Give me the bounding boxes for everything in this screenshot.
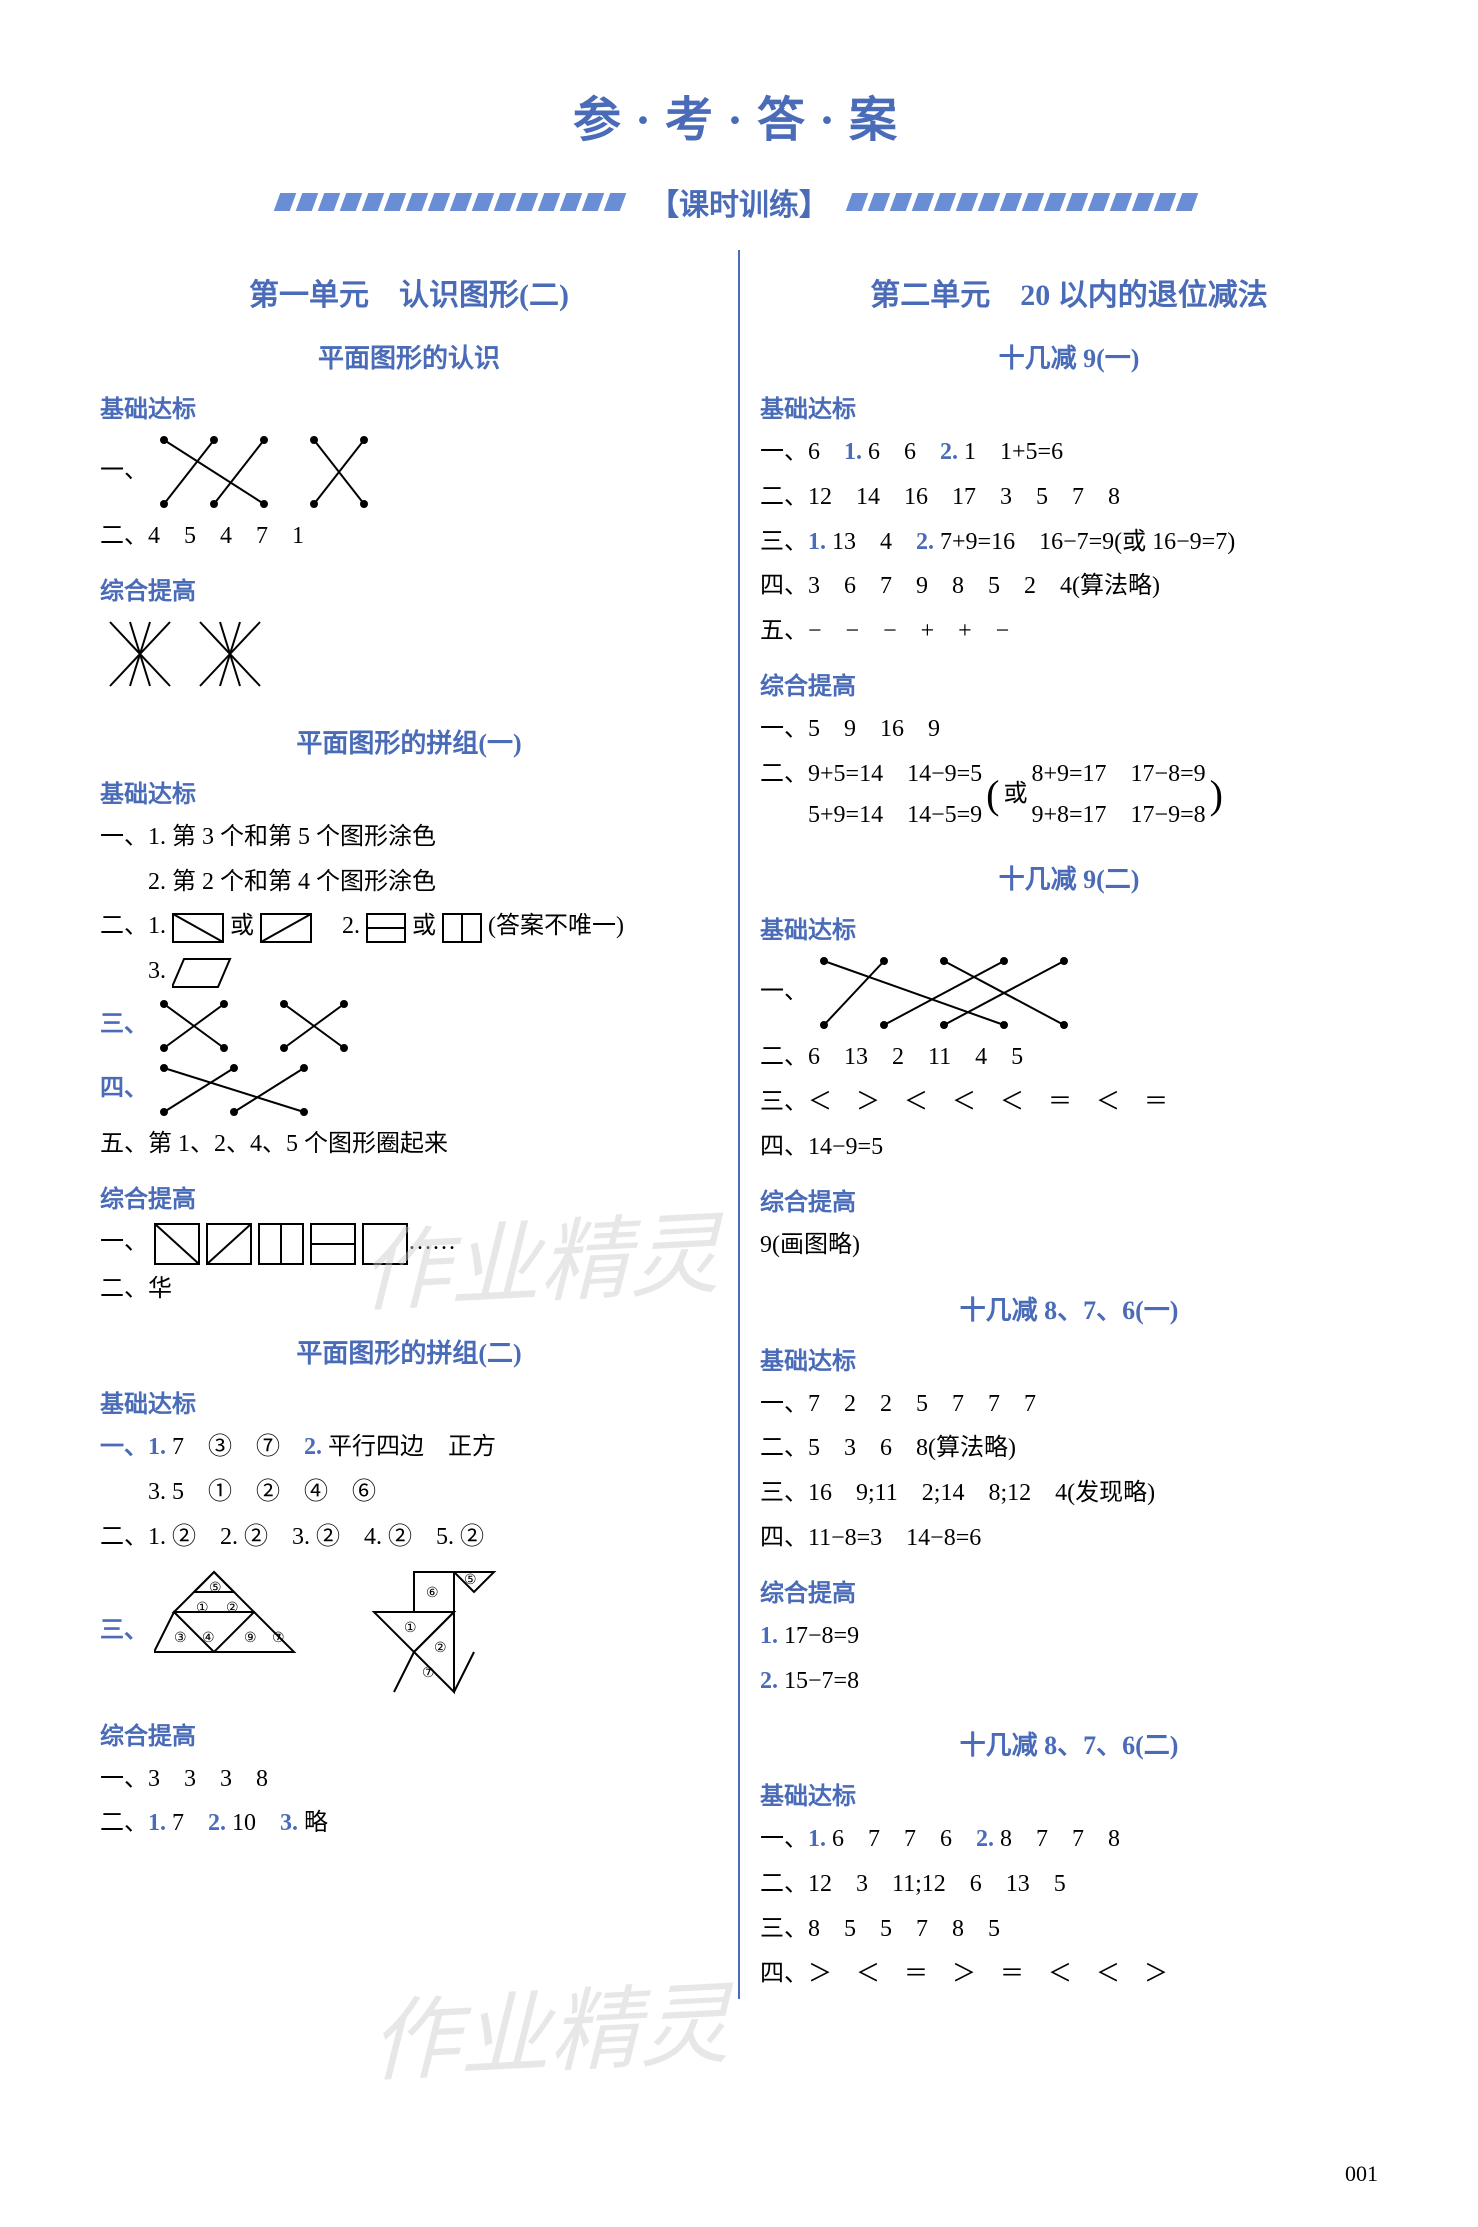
comp-label: 综合提高 xyxy=(100,571,718,606)
answer-line: 四、11−8=3 14−8=6 xyxy=(760,1518,1378,1559)
matching-diagram-icon xyxy=(154,458,394,484)
svg-text:①: ① xyxy=(404,1621,417,1636)
sub-title: 十几减 8、7、6(二) xyxy=(760,1725,1378,1762)
answer-line: 2. 第 2 个和第 4 个图形涂色 xyxy=(100,862,718,903)
shape-row-icon xyxy=(154,1222,408,1264)
comp-label: 综合提高 xyxy=(760,666,1378,701)
stripe-right xyxy=(849,193,1201,211)
comp-label: 综合提高 xyxy=(100,1179,718,1214)
svg-text:⑦: ⑦ xyxy=(422,1666,435,1681)
basic-label: 基础达标 xyxy=(760,389,1378,424)
basic-label: 基础达标 xyxy=(100,1384,718,1419)
sub-title: 十几减 9(二) xyxy=(760,859,1378,896)
rect-vert-icon xyxy=(442,913,482,943)
answer-line: 三、 ⑤ ① ② ③ ④ ⑨ ⑦ xyxy=(100,1562,718,1702)
answer-line: 二、1. 7 2. 10 3. 略 xyxy=(100,1803,718,1844)
basic-label: 基础达标 xyxy=(100,774,718,809)
answer-line: 一、5 9 16 9 xyxy=(760,709,1378,750)
svg-text:③: ③ xyxy=(174,1631,187,1646)
basic-label: 基础达标 xyxy=(760,1341,1378,1376)
answer-line: 一、1. 第 3 个和第 5 个图形涂色 xyxy=(100,817,718,858)
page-number: 001 xyxy=(1345,2161,1378,2187)
answer-line: 三、 xyxy=(100,996,718,1056)
basic-label: 基础达标 xyxy=(100,389,718,424)
answer-line: 一、 xyxy=(100,432,718,512)
stripe-left xyxy=(277,193,629,211)
sub-title: 平面图形的认识 xyxy=(100,338,718,375)
svg-text:⑤: ⑤ xyxy=(209,1581,222,1596)
answer-line: 2. 15−7=8 xyxy=(760,1661,1378,1702)
matching-diagram-icon xyxy=(154,996,374,1056)
answer-line: 一、3 3 3 8 xyxy=(100,1759,718,1800)
svg-text:⑥: ⑥ xyxy=(426,1586,439,1601)
comp-label: 综合提高 xyxy=(100,1716,718,1751)
answer-line: 二、4 5 4 7 1 xyxy=(100,516,718,557)
banner-label: 【课时训练】 xyxy=(649,180,829,224)
content-columns: 第一单元 认识图形(二) 平面图形的认识 基础达标 一、 二、4 5 4 7 1… xyxy=(80,250,1398,1999)
left-column: 第一单元 认识图形(二) 平面图形的认识 基础达标 一、 二、4 5 4 7 1… xyxy=(80,250,740,1999)
sub-title: 平面图形的拼组(一) xyxy=(100,723,718,760)
answer-line: 二、5 3 6 8(算法略) xyxy=(760,1428,1378,1469)
answer-line: 一、 …… xyxy=(100,1222,718,1265)
answer-line: 三、1. 13 4 2. 7+9=16 16−7=9(或 16−9=7) xyxy=(760,522,1378,563)
answer-line: 一、1. 7 ③ ⑦ 2. 平行四边 正方 xyxy=(100,1427,718,1468)
answer-line: 四、3 6 7 9 8 5 2 4(算法略) xyxy=(760,566,1378,607)
unit-title-right: 第二单元 20 以内的退位减法 xyxy=(760,270,1378,314)
matching-diagram-icon xyxy=(154,1060,334,1120)
rect-diag-icon xyxy=(172,913,224,943)
basic-label: 基础达标 xyxy=(760,1776,1378,1811)
comp-label: 综合提高 xyxy=(760,1573,1378,1608)
answer-line: 一、1. 6 7 7 6 2. 8 7 7 8 xyxy=(760,1819,1378,1860)
answer-line: 一、6 1. 6 6 2. 1 1+5=6 xyxy=(760,432,1378,473)
answer-line: 一、 xyxy=(760,953,1378,1033)
answer-line: 二、12 3 11;12 6 13 5 xyxy=(760,1864,1378,1905)
answer-line: 二、1. 或 2. 或 (答案不唯一) xyxy=(100,906,718,947)
answer-line: 9(画图略) xyxy=(760,1225,1378,1266)
answer-line: 三、＜ ＞ ＜ ＜ ＜ ＝ ＜ ＝ xyxy=(760,1082,1378,1123)
section-banner: 【课时训练】 xyxy=(80,180,1398,220)
sub-title: 十几减 8、7、6(一) xyxy=(760,1290,1378,1327)
svg-text:②: ② xyxy=(434,1641,447,1656)
parallelogram-icon xyxy=(172,958,232,988)
right-column: 第二单元 20 以内的退位减法 十几减 9(一) 基础达标 一、6 1. 6 6… xyxy=(740,250,1398,1999)
sub-title: 平面图形的拼组(二) xyxy=(100,1333,718,1370)
comp-label: 综合提高 xyxy=(760,1182,1378,1217)
basic-label: 基础达标 xyxy=(760,910,1378,945)
answer-line: 二、12 14 16 17 3 5 7 8 xyxy=(760,477,1378,518)
crossed-shapes-icon xyxy=(100,614,718,699)
svg-text:⑤: ⑤ xyxy=(464,1573,477,1588)
answer-line: 二、6 13 2 11 4 5 xyxy=(760,1037,1378,1078)
answer-line: 五、− − − + + − xyxy=(760,611,1378,652)
answer-line: 1. 17−8=9 xyxy=(760,1616,1378,1657)
answer-line: 五、第 1、2、4、5 个图形圈起来 xyxy=(100,1124,718,1165)
rect-horiz-icon xyxy=(366,913,406,943)
svg-text:⑦: ⑦ xyxy=(272,1631,285,1646)
unit-title-left: 第一单元 认识图形(二) xyxy=(100,270,718,314)
page-title: 参·考·答·案 xyxy=(80,80,1398,150)
svg-text:②: ② xyxy=(226,1601,239,1616)
tangram-figures-icon: ⑤ ① ② ③ ④ ⑨ ⑦ ⑥ ⑤ ① ② xyxy=(154,1562,574,1702)
answer-line: 3. xyxy=(100,951,718,992)
answer-line: 二、1. ② 2. ② 3. ② 4. ② 5. ② xyxy=(100,1517,718,1558)
answer-line: 四、 xyxy=(100,1060,718,1120)
rect-diag2-icon xyxy=(260,913,312,943)
answer-line: 四、14−9=5 xyxy=(760,1127,1378,1168)
answer-line: 二、9+5=14 14−9=5 5+9=14 14−5=9 ( 或 8+9=17… xyxy=(760,754,1378,836)
answer-line: 三、16 9;11 2;14 8;12 4(发现略) xyxy=(760,1473,1378,1514)
svg-text:④: ④ xyxy=(202,1631,215,1646)
sub-title: 十几减 9(一) xyxy=(760,338,1378,375)
svg-text:⑨: ⑨ xyxy=(244,1631,257,1646)
answer-line: 二、华 xyxy=(100,1269,718,1310)
answer-line: 3. 5 ① ② ④ ⑥ xyxy=(100,1472,718,1513)
answer-line: 四、＞ ＜ ＝ ＞ ＝ ＜ ＜ ＞ xyxy=(760,1954,1378,1995)
matching-diagram-icon xyxy=(814,953,1084,1033)
svg-text:①: ① xyxy=(196,1601,209,1616)
answer-line: 三、8 5 5 7 8 5 xyxy=(760,1909,1378,1950)
answer-line: 一、7 2 2 5 7 7 7 xyxy=(760,1384,1378,1425)
